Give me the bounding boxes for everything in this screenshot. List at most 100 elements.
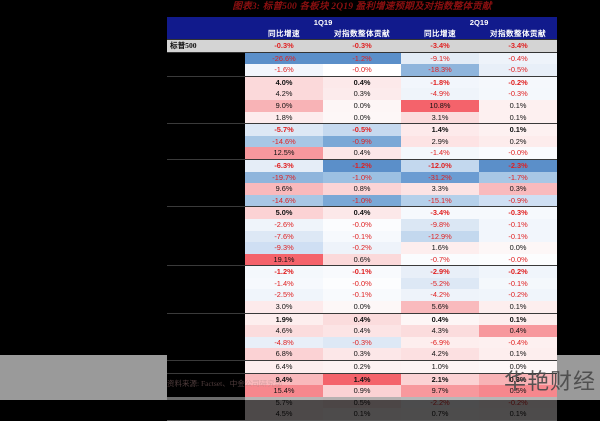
table-row: 3.0% 0.0% 5.6% 0.1%: [167, 301, 558, 314]
figure-container: 图表3: 标普500 各板块 2Q19 盈利增速预期及对指数整体贡献 1Q19 …: [167, 0, 558, 421]
data-cell: -1.6%: [245, 64, 323, 77]
data-cell: 0.2%: [323, 360, 402, 374]
header-group-row: 1Q19 2Q19: [167, 17, 558, 28]
data-cell: -0.2%: [479, 75, 558, 89]
header-group-1q19: 1Q19: [245, 17, 402, 28]
data-cell: 0.9%: [323, 385, 402, 397]
data-cell: 0.0%: [323, 99, 402, 112]
data-cell: -3.4%: [479, 39, 558, 53]
table-row: 12.5% 0.4% -1.4% -0.0%: [167, 147, 558, 160]
row-label: [167, 52, 245, 65]
data-cell: -2.9%: [401, 265, 480, 278]
table-row: -26.6% -1.2% -9.1% -0.4%: [167, 52, 558, 65]
data-cell: 5.7%: [245, 396, 323, 409]
header-subcol-2q19-growth: 同比增速: [401, 28, 480, 40]
row-label: [167, 64, 245, 77]
table-row: 6.4% 0.2% 1.0% 0.0%: [167, 360, 558, 374]
data-cell: 0.0%: [479, 242, 558, 254]
data-cell: 1.0%: [401, 360, 480, 374]
row-label: [167, 147, 245, 160]
data-cell: -1.8%: [401, 75, 480, 89]
table-row: -1.4% -0.0% -5.2% -0.1%: [167, 277, 558, 290]
data-cell: 0.4%: [323, 206, 402, 219]
header-subcol-2q19-contrib: 对指数整体贡献: [479, 28, 558, 40]
data-cell: -2.6%: [245, 218, 323, 231]
data-cell: 3.0%: [245, 301, 323, 314]
data-cell: 1.8%: [245, 111, 323, 124]
data-cell: -12.0%: [401, 158, 480, 172]
table-row: 9.4% 1.4% 2.1% 0.3%: [167, 372, 558, 386]
data-cell: -9.8%: [401, 218, 480, 231]
data-cell: -19.7%: [245, 171, 323, 184]
data-cell: 0.0%: [323, 111, 402, 124]
data-cell: -0.3%: [323, 39, 402, 53]
data-cell: 0.6%: [323, 253, 402, 266]
data-cell: -0.1%: [479, 277, 558, 290]
row-label: [167, 135, 245, 148]
data-cell: -0.5%: [323, 123, 402, 136]
data-cell: -0.2%: [479, 396, 558, 409]
data-cell: -1.2%: [245, 265, 323, 278]
table-row: 1.9% 0.4% 0.4% 0.1%: [167, 312, 558, 326]
row-label: [167, 253, 245, 266]
table-row: 19.1% 0.6% -0.7% -0.0%: [167, 253, 558, 266]
data-cell: 1.4%: [401, 123, 480, 136]
data-cell: -0.3%: [479, 206, 558, 219]
data-cell: 5.6%: [401, 301, 480, 314]
data-cell: 0.1%: [479, 99, 558, 112]
data-cell: -1.2%: [323, 158, 402, 172]
data-cell: -0.2%: [479, 289, 558, 302]
table-row: 15.4% 0.9% 9.7% 0.5%: [167, 385, 558, 397]
row-label: [167, 123, 245, 136]
data-cell: -0.3%: [245, 39, 323, 53]
data-cell: 0.1%: [479, 123, 558, 136]
data-cell: 0.0%: [479, 360, 558, 374]
data-cell: 4.5%: [245, 408, 323, 421]
data-cell: 4.2%: [245, 88, 323, 100]
table-row: 4.2% 0.3% -4.9% -0.3%: [167, 88, 558, 100]
data-cell: 15.4%: [245, 385, 323, 397]
data-cell: -1.0%: [323, 194, 402, 207]
table-body: 标普500 -0.3% -0.3% -3.4% -3.4% -26.6% -1.2% -9.1…: [167, 39, 558, 421]
data-cell: 0.4%: [323, 147, 402, 160]
data-cell: 0.1%: [323, 408, 402, 421]
table-row: -14.6% -0.9% 2.9% 0.2%: [167, 135, 558, 148]
data-cell: 4.0%: [245, 75, 323, 89]
data-cell: -2.5%: [245, 289, 323, 302]
data-cell: -4.2%: [401, 289, 480, 302]
row-label: [167, 360, 245, 374]
data-cell: -6.9%: [401, 336, 480, 349]
data-cell: -0.0%: [323, 277, 402, 290]
data-cell: 0.1%: [479, 348, 558, 361]
data-cell: 1.4%: [323, 372, 402, 386]
data-cell: 0.5%: [479, 385, 558, 397]
row-label: [167, 218, 245, 231]
data-cell: 0.1%: [479, 301, 558, 314]
data-cell: -0.3%: [323, 336, 402, 349]
row-label: [167, 396, 245, 409]
row-label: [167, 408, 245, 421]
table-row: 9.6% 0.8% 3.3% 0.3%: [167, 183, 558, 195]
data-cell: 5.0%: [245, 206, 323, 219]
data-cell: 0.0%: [323, 301, 402, 314]
data-cell: 0.5%: [323, 396, 402, 409]
data-cell: -0.2%: [479, 265, 558, 278]
source-note: 资料来源: Factset、中金公司研究部: [167, 379, 283, 388]
data-cell: 9.7%: [401, 385, 480, 397]
earnings-heatmap-table: 1Q19 2Q19 同比增速 对指数整体贡献 同比增速 对指数整体贡献 标普50…: [167, 17, 558, 421]
data-cell: -7.6%: [245, 230, 323, 243]
data-cell: -0.0%: [479, 147, 558, 160]
data-cell: 0.4%: [401, 312, 480, 326]
row-label: [167, 265, 245, 278]
data-cell: -0.4%: [479, 52, 558, 65]
data-cell: -14.6%: [245, 194, 323, 207]
table-row: 4.0% 0.4% -1.8% -0.2%: [167, 75, 558, 89]
table-row: -1.2% -0.1% -2.9% -0.2%: [167, 265, 558, 278]
table-row: 9.0% 0.0% 10.8% 0.1%: [167, 99, 558, 112]
data-cell: 2.1%: [401, 372, 480, 386]
data-cell: -31.2%: [401, 171, 480, 184]
row-label: [167, 206, 245, 219]
header-group-2q19: 2Q19: [401, 17, 558, 28]
data-cell: 0.2%: [479, 135, 558, 148]
row-label: [167, 158, 245, 172]
